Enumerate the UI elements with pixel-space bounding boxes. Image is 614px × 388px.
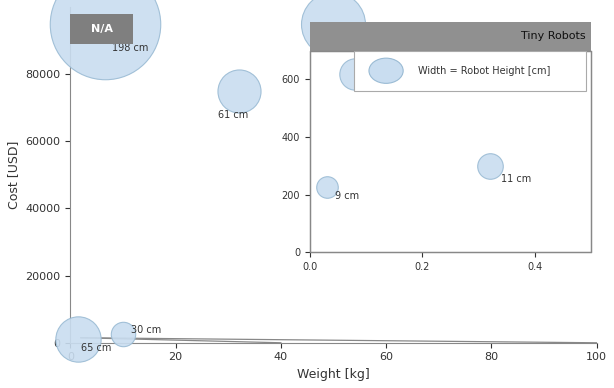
FancyBboxPatch shape bbox=[354, 50, 586, 91]
X-axis label: Weight [kg]: Weight [kg] bbox=[297, 368, 370, 381]
Text: 198 cm: 198 cm bbox=[112, 43, 149, 53]
FancyBboxPatch shape bbox=[71, 14, 133, 44]
Point bbox=[73, 336, 83, 343]
Point bbox=[118, 331, 128, 338]
Text: 65 cm: 65 cm bbox=[81, 343, 111, 353]
Ellipse shape bbox=[369, 58, 403, 83]
Point bbox=[234, 88, 244, 94]
Text: 30 cm: 30 cm bbox=[131, 325, 161, 335]
Text: Width = Robot Height [cm]: Width = Robot Height [cm] bbox=[418, 66, 550, 76]
Text: N/A: N/A bbox=[91, 24, 113, 34]
Y-axis label: Cost [USD]: Cost [USD] bbox=[7, 141, 20, 209]
Text: 100 cm: 100 cm bbox=[344, 43, 380, 53]
Point bbox=[328, 21, 338, 27]
Point bbox=[99, 21, 109, 27]
Text: 61 cm: 61 cm bbox=[218, 110, 248, 120]
